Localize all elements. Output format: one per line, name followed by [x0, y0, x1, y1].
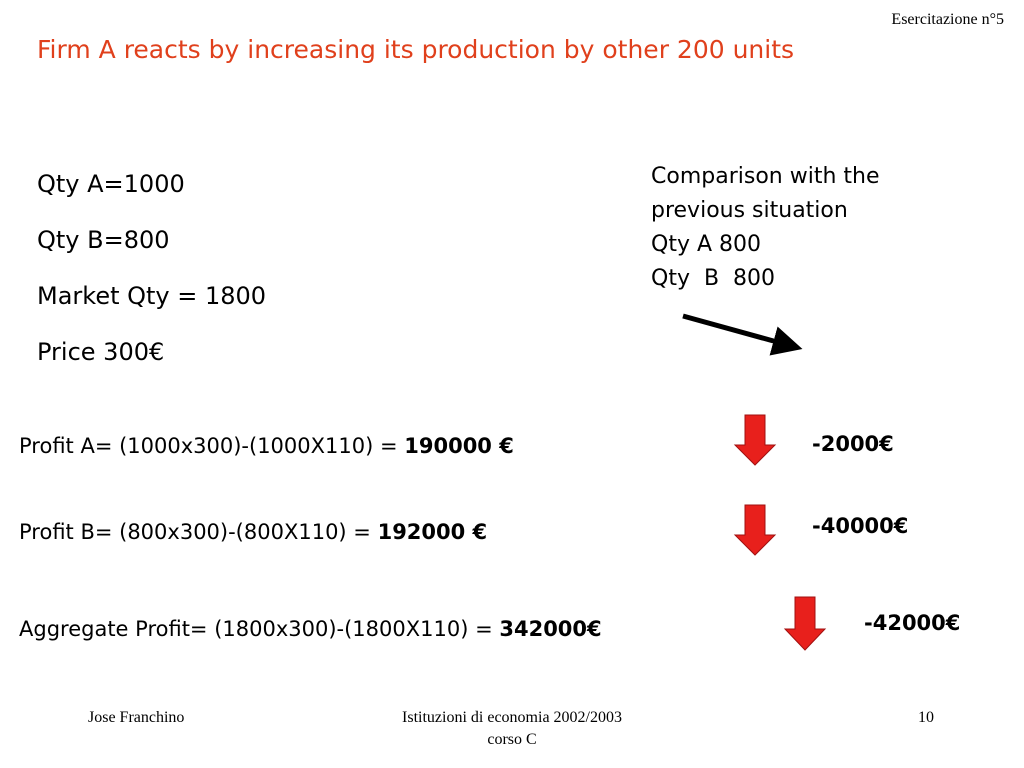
comparison-line: previous situation — [651, 198, 848, 223]
profit-result: 192000 € — [377, 520, 488, 544]
profit-result: 190000 € — [404, 434, 514, 458]
slide-title: Firm A reacts by increasing its producti… — [37, 35, 795, 64]
footer-course: Istituzioni di economia 2002/2003 — [402, 709, 622, 726]
footer-author: Jose Franchino — [88, 709, 185, 726]
slide-label: Esercitazione n°5 — [891, 11, 1004, 28]
quantity: Market Qty = 1800 — [37, 282, 267, 310]
comparison-line: Comparison with the — [651, 164, 880, 189]
profit-line: Aggregate Profit= (1800x300)-(1800X110) … — [19, 619, 602, 640]
profit-formula: Profit A= (1000x300)-(1000X110) = — [19, 434, 405, 458]
quantity: Qty B=800 — [37, 226, 170, 254]
down-arrow — [733, 504, 777, 556]
down-arrow — [783, 596, 827, 651]
profit-line: Profit B= (800x300)-(800X110) = 192000 € — [19, 522, 487, 543]
comparison-line: Qty A 800 — [651, 232, 761, 257]
footer-page: 10 — [918, 709, 934, 726]
quantity: Qty A=1000 — [37, 170, 185, 198]
profit-formula: Aggregate Profit= (1800x300)-(1800X110) … — [19, 617, 500, 641]
profit-change: -40000€ — [812, 514, 909, 538]
profit-change: -42000€ — [864, 611, 961, 635]
profit-result: 342000€ — [499, 617, 602, 641]
comparison-line: Qty B 800 — [651, 266, 776, 291]
footer-course: corso C — [487, 731, 537, 748]
profit-change: -2000€ — [812, 432, 894, 456]
comparison-arrow — [682, 313, 803, 356]
profit-line: Profit A= (1000x300)-(1000X110) = 190000… — [19, 436, 514, 457]
profit-formula: Profit B= (800x300)-(800X110) = — [19, 520, 378, 544]
down-arrow — [733, 414, 777, 466]
quantity: Price 300€ — [37, 338, 165, 366]
